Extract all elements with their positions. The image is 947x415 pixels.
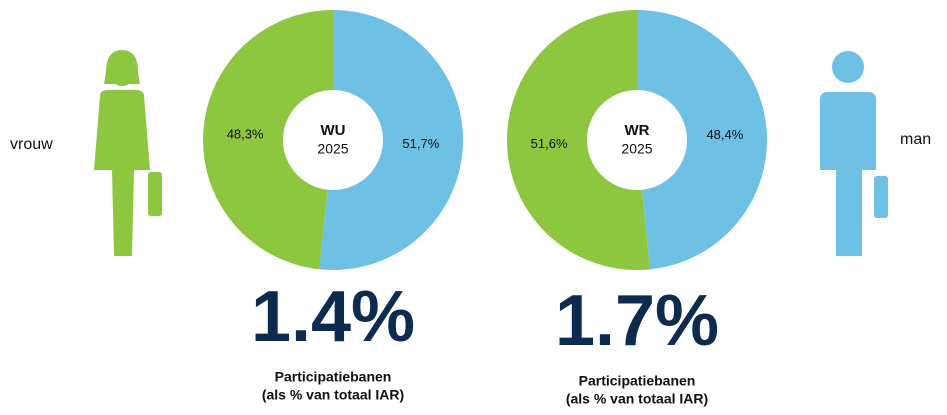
legend-label: man [900, 131, 931, 148]
donut-slice [319, 10, 464, 271]
donut-subtitle: 2025 [621, 141, 652, 157]
donut-slice [203, 10, 333, 270]
data-label: 48,3% [227, 127, 264, 142]
woman-figure [94, 50, 162, 256]
stat-caption: (als % van totaal IAR) [566, 391, 708, 407]
donut-title: WU [321, 122, 346, 139]
man-figure [820, 51, 888, 256]
donut-title: WR [625, 122, 650, 139]
big-stat: 1.4% [251, 277, 415, 357]
data-label: 51,7% [402, 136, 439, 151]
data-label: 48,4% [706, 127, 743, 142]
stat-caption: Participatiebanen [579, 373, 696, 389]
donut-slice [506, 10, 651, 270]
stat-caption: (als % van totaal IAR) [262, 387, 404, 403]
data-label: 51,6% [531, 136, 568, 151]
stat-caption: Participatiebanen [275, 369, 392, 385]
donut-slice [637, 10, 767, 270]
big-stat: 1.7% [555, 281, 719, 361]
donut-subtitle: 2025 [317, 141, 348, 157]
legend-label: vrouw [10, 136, 53, 153]
